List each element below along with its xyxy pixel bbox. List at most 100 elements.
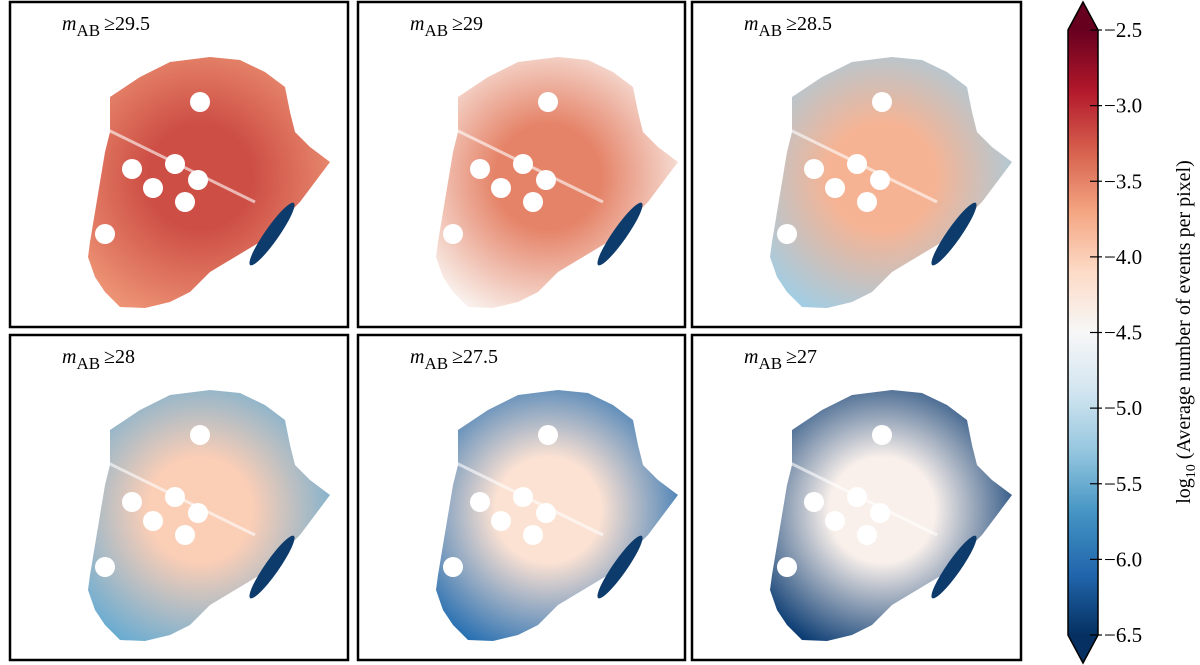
masked-star bbox=[777, 224, 797, 244]
label-subscript: AB bbox=[758, 354, 782, 373]
label-symbol: m bbox=[410, 13, 424, 35]
masked-star bbox=[804, 492, 824, 512]
panel: mAB ≥27.5 bbox=[356, 333, 687, 662]
masked-galaxy bbox=[597, 202, 643, 266]
colorbar-tick-label: −5.5 bbox=[1104, 472, 1142, 496]
density-map bbox=[436, 57, 678, 308]
masked-star bbox=[870, 503, 890, 523]
masked-star bbox=[443, 557, 463, 577]
label-subscript: AB bbox=[76, 354, 100, 373]
colorbar-tick-label: −6.5 bbox=[1104, 623, 1142, 647]
colorbar-tick-label: −4.0 bbox=[1104, 245, 1142, 269]
colorbar-tick-label: −3.5 bbox=[1104, 169, 1142, 193]
panel-label: mAB ≥27.5 bbox=[410, 346, 498, 373]
panel-frame bbox=[356, 0, 687, 329]
panel-frame bbox=[690, 0, 1023, 329]
colorbar-tick-label: −3.0 bbox=[1104, 94, 1142, 118]
label-threshold: ≥28 bbox=[104, 346, 135, 368]
masked-star bbox=[857, 525, 877, 545]
masked-galaxy bbox=[931, 535, 977, 599]
panel-label: mAB ≥28.5 bbox=[744, 13, 832, 40]
masked-star bbox=[470, 159, 490, 179]
panel: mAB ≥27 bbox=[690, 333, 1023, 662]
masked-star bbox=[491, 178, 511, 198]
colorbar-tick-label: −2.5 bbox=[1104, 18, 1142, 42]
masked-star bbox=[491, 511, 511, 531]
masked-star bbox=[538, 92, 558, 112]
masked-star bbox=[95, 224, 115, 244]
panel-label: mAB ≥27 bbox=[744, 346, 817, 373]
label-symbol: m bbox=[410, 346, 424, 368]
masked-star bbox=[513, 154, 533, 174]
masked-star bbox=[847, 487, 867, 507]
colorbar-extension-top bbox=[1068, 2, 1098, 30]
panel-frame bbox=[8, 0, 350, 329]
density-map bbox=[770, 57, 1012, 308]
label-threshold: ≥27.5 bbox=[452, 346, 498, 368]
panel: mAB ≥28 bbox=[8, 333, 350, 662]
masked-star bbox=[188, 503, 208, 523]
label-subscript: AB bbox=[76, 21, 100, 40]
panel-frame bbox=[8, 333, 350, 662]
colorbar-tick-label: −5.0 bbox=[1104, 396, 1142, 420]
masked-star bbox=[188, 170, 208, 190]
masked-star bbox=[825, 178, 845, 198]
label-threshold: ≥28.5 bbox=[786, 13, 832, 35]
panel-label: mAB ≥29.5 bbox=[62, 13, 150, 40]
label-symbol: m bbox=[62, 346, 76, 368]
masked-star bbox=[175, 525, 195, 545]
colorbar-tick-label: −6.0 bbox=[1104, 547, 1142, 571]
colorbar-label-prefix: log bbox=[1173, 478, 1195, 504]
masked-star bbox=[857, 192, 877, 212]
masked-star bbox=[190, 425, 210, 445]
colorbar-label-text: (Average number of events per pixel) bbox=[1173, 160, 1195, 464]
masked-star bbox=[470, 492, 490, 512]
masked-star bbox=[870, 170, 890, 190]
masked-star bbox=[538, 425, 558, 445]
label-threshold: ≥27 bbox=[786, 346, 817, 368]
masked-star bbox=[190, 92, 210, 112]
masked-star bbox=[777, 557, 797, 577]
panel: mAB ≥29 bbox=[356, 0, 687, 329]
masked-star bbox=[95, 557, 115, 577]
colorbar-extension-bottom bbox=[1068, 635, 1098, 663]
masked-star bbox=[523, 192, 543, 212]
masked-star bbox=[143, 511, 163, 531]
masked-star bbox=[165, 487, 185, 507]
colorbar-label: log10 (Average number of events per pixe… bbox=[1173, 160, 1199, 504]
masked-star bbox=[847, 154, 867, 174]
masked-star bbox=[443, 224, 463, 244]
masked-galaxy bbox=[597, 535, 643, 599]
density-map bbox=[88, 57, 330, 308]
masked-star bbox=[175, 192, 195, 212]
label-subscript: AB bbox=[758, 21, 782, 40]
label-subscript: AB bbox=[424, 354, 448, 373]
panel-label: mAB ≥28 bbox=[62, 346, 135, 373]
panel: mAB ≥29.5 bbox=[8, 0, 350, 329]
masked-star bbox=[143, 178, 163, 198]
density-map bbox=[436, 390, 678, 641]
masked-galaxy bbox=[249, 202, 295, 266]
density-map bbox=[88, 390, 330, 641]
masked-star bbox=[804, 159, 824, 179]
masked-star bbox=[122, 492, 142, 512]
masked-star bbox=[825, 511, 845, 531]
masked-star bbox=[872, 92, 892, 112]
label-symbol: m bbox=[744, 13, 758, 35]
masked-star bbox=[536, 170, 556, 190]
masked-star bbox=[122, 159, 142, 179]
panel: mAB ≥28.5 bbox=[690, 0, 1023, 329]
label-threshold: ≥29 bbox=[452, 13, 483, 35]
panel-frame bbox=[690, 333, 1023, 662]
panel-frame bbox=[356, 333, 687, 662]
label-subscript: AB bbox=[424, 21, 448, 40]
masked-galaxy bbox=[931, 202, 977, 266]
masked-star bbox=[165, 154, 185, 174]
masked-star bbox=[872, 425, 892, 445]
masked-star bbox=[513, 487, 533, 507]
masked-star bbox=[536, 503, 556, 523]
masked-galaxy bbox=[249, 535, 295, 599]
colorbar-tick-label: −4.5 bbox=[1104, 321, 1142, 345]
label-symbol: m bbox=[62, 13, 76, 35]
